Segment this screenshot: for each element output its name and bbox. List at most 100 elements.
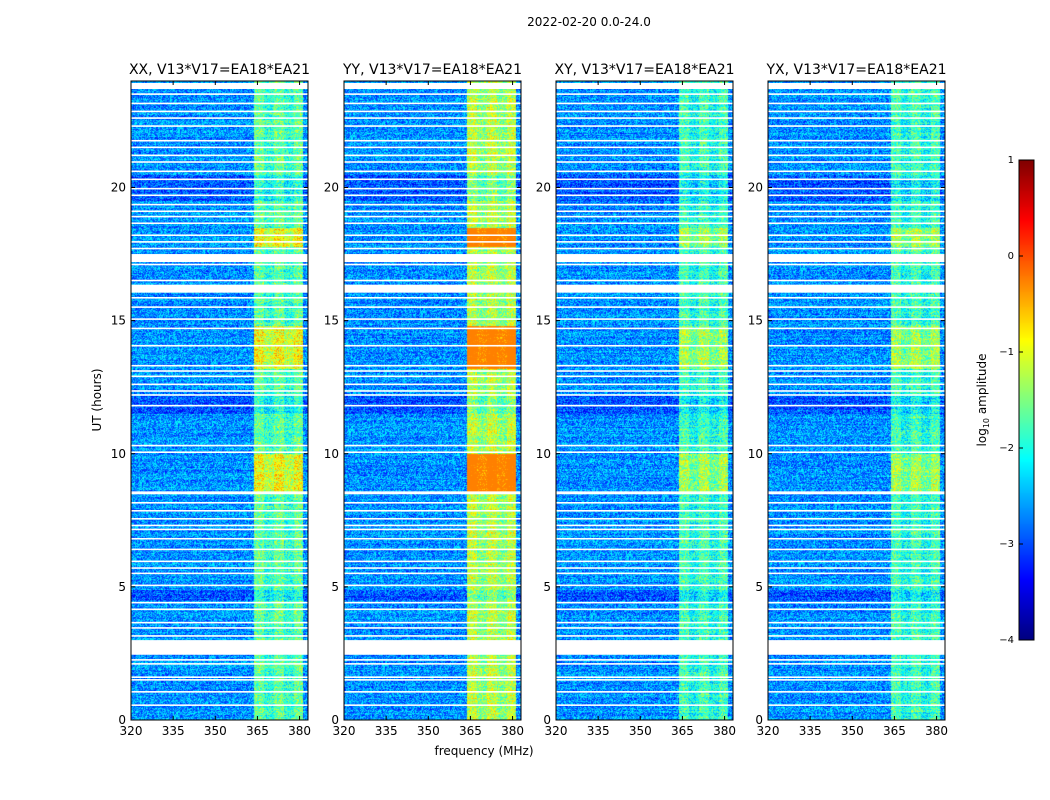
flagged-row [344,509,521,512]
flagged-row [131,279,308,282]
flagged-row [768,125,945,127]
flagged-row [344,170,521,173]
y-tick-label: 5 [543,580,551,594]
x-tick-label: 365 [246,724,269,738]
flagged-row [131,306,308,308]
flagged-gap [556,83,733,89]
flagged-row [344,187,521,190]
flagged-row [556,601,733,604]
x-tick-label: 335 [162,724,185,738]
flagged-row [556,194,733,197]
flagged-row [768,390,945,392]
flagged-row [344,704,521,706]
flagged-row [344,548,521,551]
flagged-row [131,659,308,661]
colorbar-tick-label: −2 [999,443,1014,454]
flagged-row [768,517,945,520]
flagged-row [556,444,733,447]
flagged-row [768,451,945,454]
flagged-gap [556,254,733,263]
x-tick-label: 380 [713,724,736,738]
flagged-row [344,102,521,105]
flagged-row [344,444,521,447]
flagged-row [131,222,308,225]
flagged-row [556,679,733,681]
flagged-row [556,110,733,113]
y-tick-label: 10 [536,447,551,461]
y-tick-label: 0 [118,713,126,727]
y-tick-label: 5 [118,580,126,594]
flagged-row [344,567,521,569]
flagged-row [556,572,733,575]
flagged-row [556,491,733,493]
x-tick-label: 380 [925,724,948,738]
flagged-row [556,383,733,386]
flagged-row [344,318,521,320]
flagged-row [768,102,945,105]
flagged-row [556,676,733,678]
flagged-row [768,394,945,396]
flagged-row [131,608,308,611]
flagged-row [344,492,521,495]
flagged-row [768,306,945,308]
flagged-row [768,691,945,693]
axes-frame [555,80,734,721]
flagged-row [131,247,308,250]
flagged-row [344,327,521,330]
flagged-row [344,146,521,149]
y-tick-label: 0 [331,713,339,727]
flagged-row [768,139,945,142]
flagged-row [556,567,733,569]
flagged-row [768,187,945,190]
flagged-row [556,524,733,527]
flagged-row [131,451,308,454]
axes-frame [767,80,946,721]
flagged-row [131,635,308,637]
flagged-row [768,444,945,447]
flagged-row [344,215,521,218]
panels-group: XX, V13*V17=EA18*EA21 320 335 350 365 380 0 5 10… [111,62,948,738]
flagged-row [768,567,945,569]
flagged-row [131,194,308,197]
flagged-row [768,676,945,678]
flagged-row [556,170,733,173]
colorbar: −4 −3 −2 −1 0 1 log10 amplitude [975,155,1035,646]
flagged-row [131,146,308,149]
flagged-row [768,222,945,225]
flagged-row [556,241,733,243]
flagged-row [768,491,945,493]
colorbar-tick-label: 1 [1008,155,1014,166]
flagged-row [344,659,521,661]
flagged-row [556,146,733,149]
flagged-gap [556,284,733,293]
x-tick-label: 335 [375,724,398,738]
flagged-row [556,404,733,407]
panel-title: YY, V13*V17=EA18*EA21 [342,62,522,78]
flagged-gap [344,83,521,89]
flagged-row [768,548,945,551]
flagged-row [131,125,308,127]
flagged-row [344,679,521,681]
colorbar-tick-label: 0 [1008,251,1014,262]
flagged-row [556,509,733,512]
flagged-row [556,215,733,218]
flagged-row [131,263,308,266]
flagged-row [131,502,308,504]
flagged-row [344,110,521,113]
y-axis-label: UT (hours) [90,368,104,431]
colorbar-label-prefix: log [975,428,989,446]
flagged-row [768,528,945,531]
flagged-row [344,161,521,163]
flagged-row [131,234,308,237]
flagged-row [131,178,308,181]
flagged-row [131,215,308,218]
flagged-gap [768,284,945,293]
flagged-row [131,203,308,206]
flagged-row [768,572,945,575]
flagged-gap [131,83,308,89]
figure-suptitle: 2022-02-20 0.0-24.0 [527,15,651,29]
flagged-row [131,560,308,563]
flagged-row [344,364,521,367]
x-tick-label: 350 [841,724,864,738]
flagged-row [768,663,945,665]
